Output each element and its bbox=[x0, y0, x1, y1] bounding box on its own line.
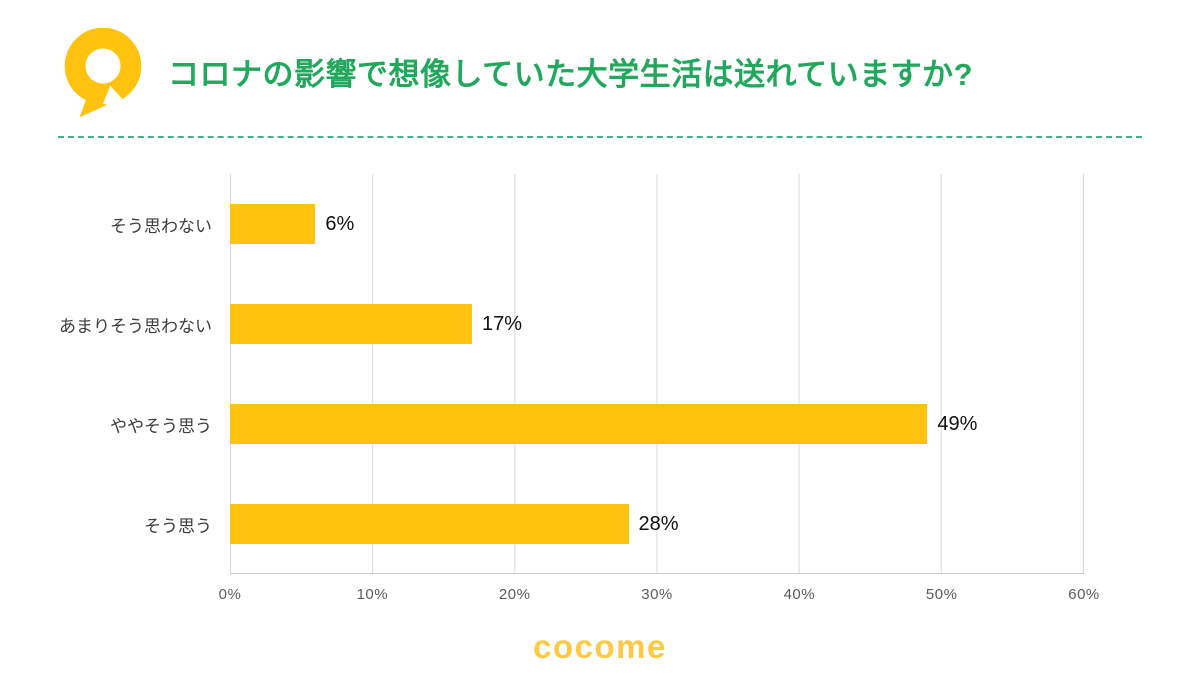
category-label: そう思う bbox=[144, 516, 212, 536]
cocome-logo: cocome bbox=[533, 628, 667, 665]
bar-chart: そう思わない 6% あまりそう思わない 17% ややそう思う 49% そう思う 28% 0% 1… bbox=[58, 174, 1142, 608]
value-label: 28% bbox=[638, 512, 679, 535]
category-label: そう思わない bbox=[110, 216, 212, 236]
category-label: あまりそう思わない bbox=[59, 316, 212, 336]
chart-row: そう思わない 6% bbox=[110, 174, 1084, 274]
chart-row: あまりそう思わない 17% bbox=[59, 274, 1084, 374]
x-axis: 0% 10% 20% 30% 40% 50% 60% bbox=[219, 574, 1100, 608]
plot-area: そう思わない 6% あまりそう思わない 17% ややそう思う 49% そう思う 28% bbox=[59, 174, 1084, 574]
chart-row: ややそう思う 49% bbox=[110, 374, 1084, 474]
value-label: 49% bbox=[937, 412, 978, 435]
question-speech-bubble-icon bbox=[64, 28, 142, 118]
bar bbox=[230, 504, 629, 544]
bar bbox=[230, 304, 472, 344]
category-label: ややそう思う bbox=[110, 416, 212, 436]
dashed-divider bbox=[58, 136, 1142, 138]
footer: cocome bbox=[58, 628, 1142, 666]
value-label: 17% bbox=[481, 312, 522, 335]
chart-rows: そう思わない 6% あまりそう思わない 17% ややそう思う 49% そう思う 28% bbox=[59, 174, 1084, 574]
header: コロナの影響で想像していた大学生活は送れていますか? bbox=[58, 28, 1142, 122]
x-tick-label: 50% bbox=[925, 586, 958, 603]
value-label: 6% bbox=[325, 212, 355, 235]
x-tick-label: 30% bbox=[641, 586, 673, 603]
x-tick-label: 0% bbox=[218, 586, 242, 603]
x-tick-label: 40% bbox=[783, 586, 816, 603]
x-tick-label: 20% bbox=[498, 586, 531, 603]
bar bbox=[230, 204, 316, 244]
chart-row: そう思う 28% bbox=[144, 474, 1084, 574]
x-tick-label: 10% bbox=[356, 586, 389, 603]
bar bbox=[230, 404, 928, 444]
page-title: コロナの影響で想像していた大学生活は送れていますか? bbox=[168, 57, 974, 93]
x-tick-label: 60% bbox=[1068, 586, 1100, 603]
